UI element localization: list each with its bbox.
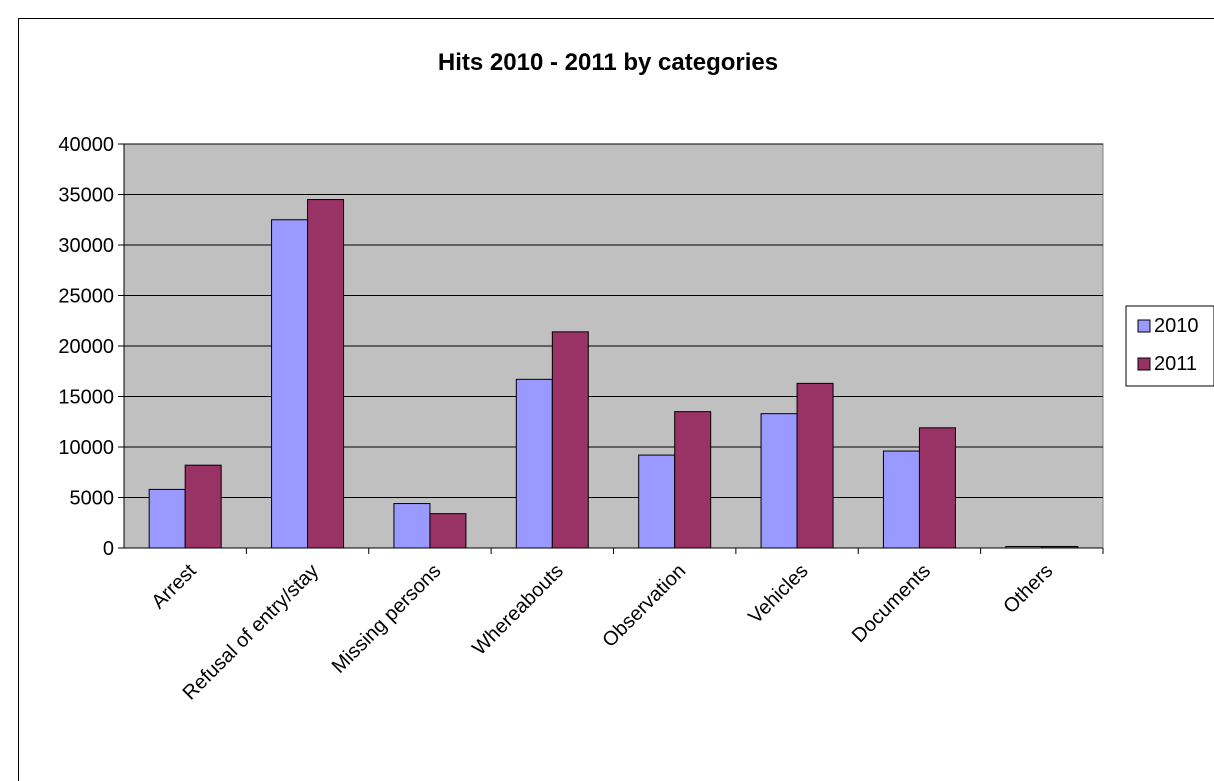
x-tick-label: Arrest [147,560,201,614]
bar-2011-refusal-of-entry-stay [307,199,345,549]
bar-2010-arrest [148,488,186,549]
bar-2010-missing-persons [393,503,431,549]
bar-2011-documents [918,427,956,549]
y-tick-label: 0 [103,538,114,560]
y-tick-label: 20000 [58,336,114,358]
legend-label-2011: 2011 [1154,353,1197,375]
x-tick-label: Refusal of entry/stay [179,560,323,704]
y-tick-label: 5000 [70,488,115,510]
y-tick-label: 40000 [58,134,114,156]
legend-swatch-2010 [1137,319,1151,333]
y-tick-label: 35000 [58,185,114,207]
bar-2010-observation [638,454,676,549]
bar-2011-vehicles [796,382,834,549]
y-tick-label: 30000 [58,235,114,257]
y-tick-label: 15000 [58,387,114,409]
bar-2011-others [1041,545,1079,549]
x-tick-label: Documents [848,560,935,647]
legend-label-2010: 2010 [1154,315,1199,337]
x-tick-label: Whereabouts [468,560,568,660]
x-tick-label: Others [999,560,1057,618]
legend-swatch-2011 [1137,357,1151,371]
chart-title: Hits 2010 - 2011 by categories [438,49,778,76]
x-tick-label: Vehicles [744,560,812,628]
bar-2011-observation [674,411,712,549]
bar-2011-arrest [184,464,222,549]
y-tick-label: 10000 [58,437,114,459]
bar-2010-refusal-of-entry-stay [271,219,309,549]
bar-2011-whereabouts [551,331,589,549]
bar-2010-vehicles [760,413,798,549]
bar-2010-others [1005,545,1043,549]
legend-box [1125,305,1214,387]
x-tick-label: Missing persons [328,560,446,678]
y-tick-label: 25000 [58,286,114,308]
bar-2010-whereabouts [515,378,553,549]
x-tick-label: Observation [598,560,690,652]
legend: 2010 2011 [1125,305,1214,387]
bar-2011-missing-persons [429,513,467,549]
bar-2010-documents [882,450,920,549]
plot-area: 0 5000 10000 15000 20000 25000 30000 35000 40000… [58,134,1104,704]
